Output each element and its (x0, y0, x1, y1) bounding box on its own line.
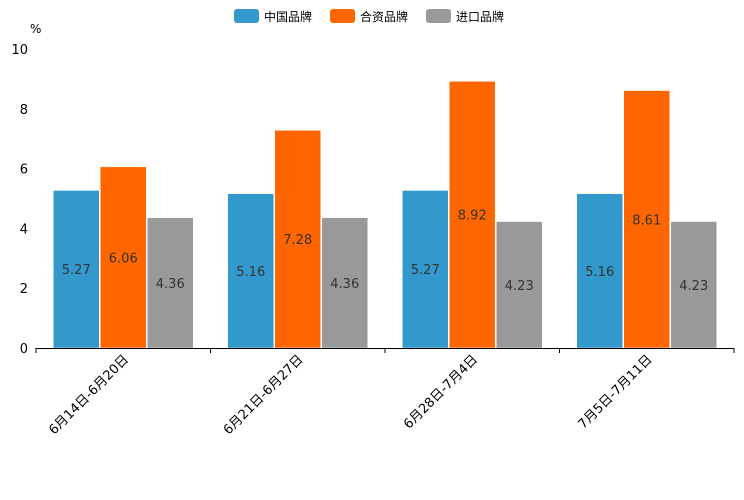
y-tick-label-1: 2 (20, 282, 28, 297)
y-tick-label-5: 10 (11, 43, 28, 58)
bar-1-0 (227, 193, 274, 349)
bar-1-2 (321, 217, 368, 349)
bar-3-0 (576, 193, 623, 349)
data-label-3-2: 4.23 (679, 279, 708, 294)
data-label-2-1: 8.92 (458, 209, 487, 224)
bar-3-2 (670, 221, 717, 349)
data-label-0-2: 4.36 (156, 277, 185, 292)
data-label-2-2: 4.23 (505, 279, 534, 294)
y-tick-label-2: 4 (20, 222, 28, 237)
y-tick-label-4: 8 (20, 103, 28, 118)
x-category-label-3: 7月5日-7月11日 (576, 352, 656, 432)
y-axis: 0 2 4 6 8 10 (11, 43, 28, 357)
data-label-0-0: 5.27 (62, 263, 91, 278)
data-label-1-1: 7.28 (283, 233, 312, 248)
bar-0-0 (53, 190, 100, 349)
legend-swatch-2 (426, 9, 451, 23)
data-label-3-0: 5.16 (585, 265, 614, 280)
data-label-2-0: 5.27 (411, 263, 440, 278)
y-axis-unit-label: % (30, 22, 41, 36)
data-label-1-0: 5.16 (236, 265, 265, 280)
legend-swatch-1 (330, 9, 355, 23)
y-tick-label-0: 0 (20, 342, 28, 357)
x-category-label-0: 6月14日-6月20日 (46, 352, 132, 438)
legend-label-2: 进口品牌 (456, 10, 504, 24)
x-axis: 6月14日-6月20日 6月21日-6月27日 6月28日-7月4日 7月5日-7月1… (35, 348, 735, 438)
legend-label-1: 合资品牌 (360, 9, 408, 24)
bar-0-2 (147, 217, 194, 349)
x-category-label-1: 6月21日-6月27日 (221, 352, 307, 438)
data-label-0-1: 6.06 (109, 251, 138, 266)
data-label-1-2: 4.36 (330, 277, 359, 292)
bar-1-1 (274, 130, 321, 349)
bars-group: 5.27 6.06 4.36 5.16 7.28 4.36 5.27 8.92 4.23 5.16… (53, 81, 717, 349)
bar-2-1 (449, 81, 496, 349)
x-category-label-2: 6月28日-7月4日 (401, 352, 481, 432)
legend-swatch-0 (234, 9, 259, 23)
legend: 中国品牌 合资品牌 进口品牌 (234, 9, 504, 24)
y-tick-label-3: 6 (20, 163, 28, 178)
bar-0-1 (100, 166, 147, 349)
bar-3-1 (623, 90, 670, 349)
data-label-3-1: 8.61 (632, 213, 661, 228)
legend-label-0: 中国品牌 (264, 9, 312, 24)
